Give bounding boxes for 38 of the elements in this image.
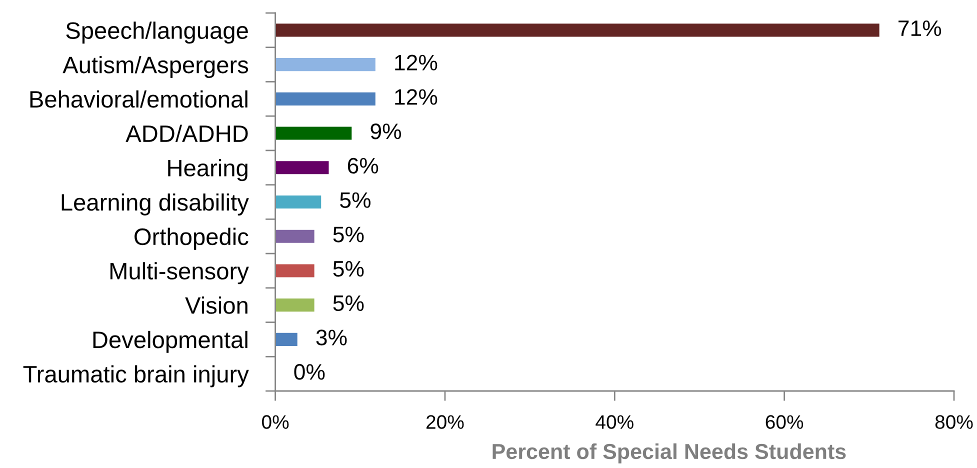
data-label: 71% (898, 20, 942, 36)
bar (275, 161, 329, 174)
data-label: 6% (348, 158, 378, 174)
bar (275, 24, 880, 37)
bar (275, 195, 322, 209)
data-label: 12% (395, 89, 438, 105)
bar (275, 58, 376, 72)
data-label: 5% (333, 295, 364, 312)
y-tick-label: ADD/ADHD (126, 124, 248, 142)
bar (275, 264, 314, 278)
x-axis-title: Percent of Special Needs Students (492, 443, 846, 464)
y-tick-label: Speech/language (66, 22, 248, 44)
y-tick-label: Vision (185, 296, 248, 314)
data-label: 9% (370, 124, 402, 140)
bar (275, 230, 314, 243)
y-tick-label: Orthopedic (134, 228, 248, 250)
y-tick-label: Learning disability (62, 193, 249, 216)
data-label: 12% (395, 54, 438, 70)
x-tick-label: 80% (935, 415, 973, 429)
data-label: 5% (333, 261, 364, 277)
y-tick-label: Autism/Aspergers (62, 56, 248, 78)
x-tick-label: 0% (262, 415, 289, 429)
data-label: 3% (316, 330, 347, 346)
bar (275, 298, 314, 312)
data-label: 5% (333, 226, 364, 242)
bar (275, 332, 298, 346)
y-tick-label: Multi-sensory (110, 262, 249, 284)
y-tick-label: Hearing (168, 159, 248, 182)
data-label: 0% (294, 364, 325, 380)
bar (275, 92, 376, 106)
x-tick-label: 60% (766, 415, 804, 429)
data-label: 5% (340, 192, 370, 208)
y-tick-label: Traumatic brain injury (23, 365, 249, 388)
x-tick-label: 20% (426, 415, 464, 429)
x-tick-label: 40% (596, 415, 634, 429)
bar (275, 126, 352, 140)
y-tick-label: Behavioral/emotional (30, 90, 248, 108)
y-tick-label: Developmental (93, 330, 248, 353)
